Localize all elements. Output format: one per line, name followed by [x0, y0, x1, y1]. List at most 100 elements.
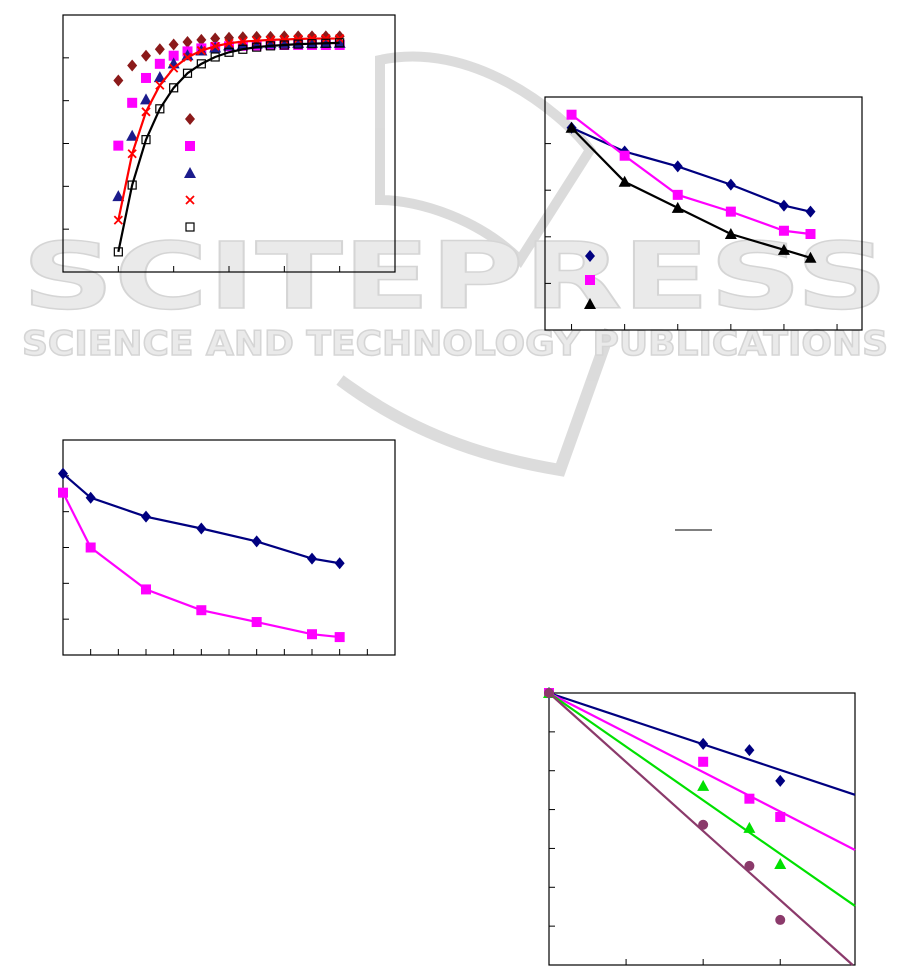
data-point: [265, 41, 276, 51]
data-point: [334, 557, 345, 570]
data-point: [334, 632, 345, 643]
data-point: [307, 552, 317, 565]
data-point: [113, 74, 124, 87]
data-point: [252, 42, 262, 52]
data-point: [196, 605, 207, 616]
data-point: [279, 34, 289, 45]
data-point: [671, 201, 684, 213]
data-point: [127, 97, 138, 108]
data-point: [293, 39, 303, 49]
data-point: [724, 228, 737, 240]
data-point: [127, 180, 137, 190]
watermark-tagline: SCIENCE AND TECHNOLOGY PUBLICATIONS: [22, 324, 888, 364]
data-point: [307, 629, 317, 640]
data-point: [182, 52, 193, 63]
data-point: [778, 199, 789, 212]
plot-frame: [548, 692, 856, 966]
series-line: [117, 41, 340, 253]
data-point: [85, 491, 96, 504]
data-point: [774, 857, 787, 869]
data-point: [113, 215, 123, 225]
data-point: [196, 33, 207, 46]
legend-marker: [185, 222, 195, 232]
data-point: [306, 36, 318, 48]
legend-marker: [185, 141, 195, 151]
data-point: [744, 793, 755, 804]
plot-frame: [544, 96, 863, 331]
data-point: [140, 93, 152, 105]
fit-line: [548, 692, 856, 907]
data-point: [238, 44, 248, 54]
data-point: [182, 35, 193, 48]
data-point: [141, 72, 151, 83]
data-point: [168, 38, 179, 51]
legend-marker: [585, 250, 595, 262]
data-point: [725, 206, 736, 217]
data-point: [155, 104, 165, 114]
data-point: [169, 83, 179, 93]
data-point: [744, 744, 755, 757]
data-point: [153, 71, 166, 83]
data-point: [113, 140, 124, 151]
data-point: [778, 225, 789, 236]
watermark-brand: SCITEPRESS: [22, 223, 888, 330]
data-point: [265, 35, 276, 45]
legend-marker: [584, 298, 596, 309]
data-point: [697, 779, 710, 791]
data-point: [196, 59, 206, 69]
data-point: [725, 178, 736, 191]
legend-marker: [185, 195, 195, 205]
data-point: [251, 617, 262, 628]
data-point: [775, 811, 786, 822]
data-point: [333, 36, 346, 48]
fit-line: [548, 692, 856, 851]
legend-marker: [184, 167, 196, 178]
data-point: [58, 467, 68, 480]
data-point: [141, 135, 151, 145]
data-point: [698, 819, 709, 830]
data-point: [113, 247, 123, 257]
watermark: SCITEPRESS SCIENCE AND TECHNOLOGY PUBLIC…: [21, 51, 889, 477]
data-point: [744, 860, 755, 871]
data-point: [805, 229, 816, 240]
data-point: [85, 542, 96, 553]
legend-marker: [585, 275, 595, 285]
data-point: [307, 33, 317, 44]
series-line: [62, 472, 340, 565]
data-point: [321, 38, 331, 48]
data-point: [335, 38, 345, 48]
data-point: [168, 50, 179, 61]
data-point: [698, 756, 709, 767]
data-point: [238, 36, 248, 47]
data-point: [112, 190, 125, 202]
data-point: [224, 47, 234, 57]
data-point: [196, 522, 207, 535]
data-point: [210, 32, 221, 45]
data-point: [279, 40, 289, 50]
data-point: [224, 38, 234, 48]
data-point: [141, 107, 151, 117]
data-point: [743, 821, 756, 833]
data-point: [210, 52, 220, 62]
data-point: [154, 58, 165, 69]
data-point: [672, 160, 683, 173]
data-point: [698, 737, 709, 750]
data-point: [544, 688, 554, 698]
data-point: [251, 535, 262, 548]
data-point: [236, 38, 249, 50]
series-line: [570, 113, 811, 236]
data-point: [805, 205, 816, 218]
data-point: [169, 63, 179, 73]
data-point: [182, 68, 193, 78]
data-point: [141, 49, 151, 62]
data-point: [777, 243, 790, 255]
series-line: [570, 126, 811, 259]
watermark-logo: [375, 51, 597, 268]
data-point: [210, 41, 220, 51]
data-point: [775, 774, 786, 787]
watermark-logo: [336, 327, 616, 477]
data-point: [196, 45, 206, 56]
data-point: [565, 121, 578, 133]
data-point: [58, 487, 68, 498]
